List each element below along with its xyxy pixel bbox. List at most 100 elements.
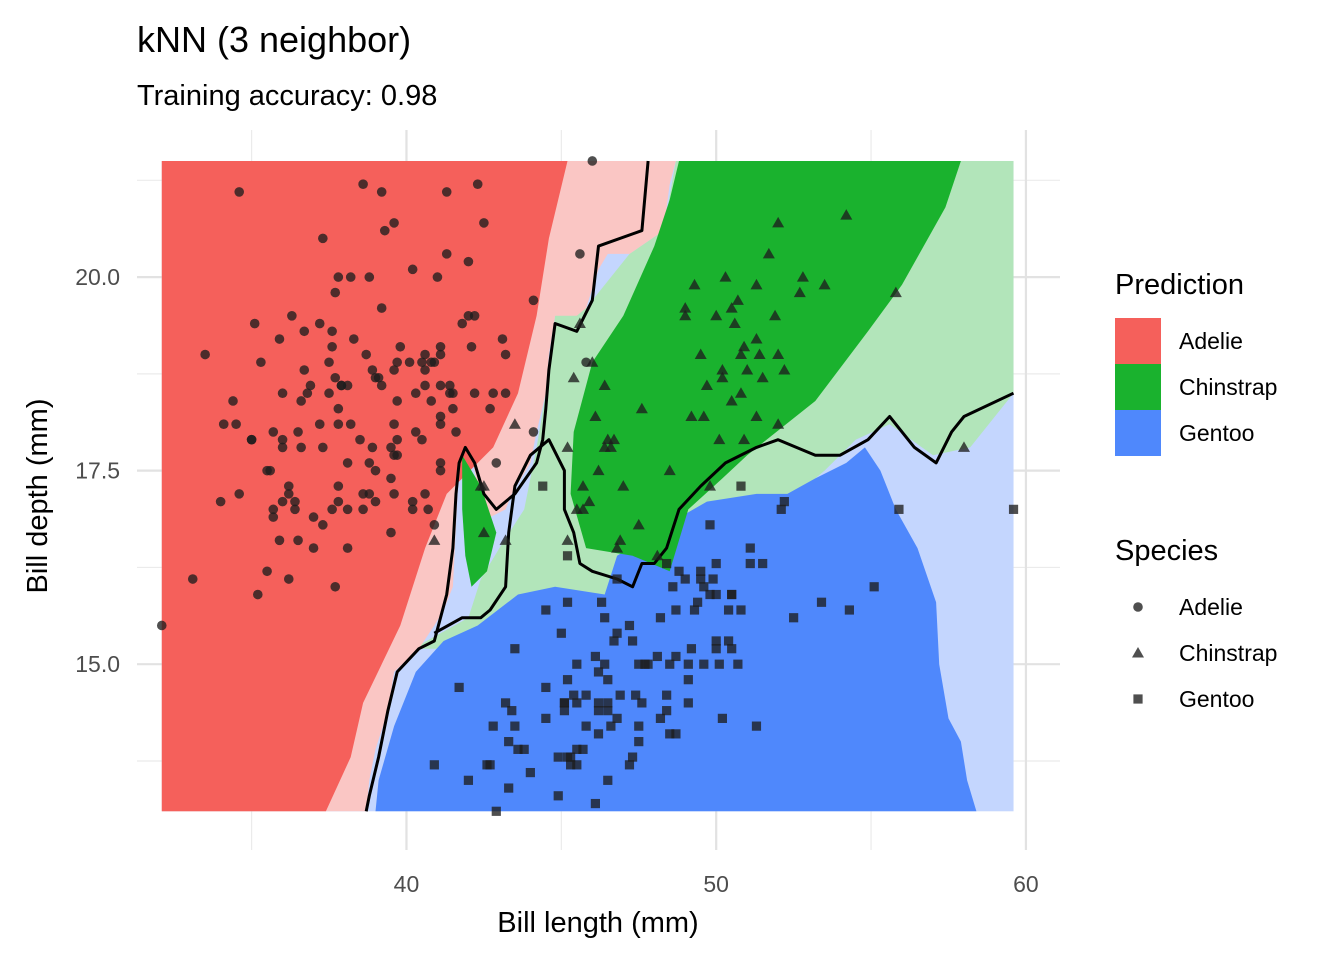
point-gentoo-70	[640, 659, 650, 669]
point-gentoo-7	[609, 636, 619, 646]
point-adelie-42	[528, 295, 539, 306]
point-chinstrap-45	[734, 387, 747, 398]
point-gentoo-30	[627, 636, 638, 646]
point-gentoo-114	[593, 729, 604, 739]
point-adelie-89	[268, 427, 279, 437]
point-gentoo-121	[562, 675, 573, 685]
point-gentoo-55	[556, 628, 566, 638]
point-chinstrap-26	[725, 394, 738, 406]
point-chinstrap-6	[589, 410, 602, 421]
point-chinstrap-62	[577, 503, 590, 514]
point-adelie-10	[333, 481, 344, 491]
point-chinstrap-51	[753, 348, 766, 360]
point-gentoo-112	[510, 644, 520, 654]
point-gentoo-113	[758, 558, 768, 569]
point-adelie-4	[379, 225, 390, 236]
point-adelie-12	[358, 179, 368, 189]
point-adelie-91	[215, 496, 226, 507]
point-gentoo-84	[553, 752, 563, 762]
point-adelie-92	[389, 419, 399, 429]
point-chinstrap-9	[750, 278, 763, 290]
point-adelie-14	[296, 442, 306, 453]
point-chinstrap-58	[716, 364, 729, 375]
point-gentoo-119	[612, 713, 622, 723]
point-gentoo-57	[572, 659, 582, 669]
point-adelie-18	[587, 156, 598, 166]
point-adelie-66	[435, 341, 446, 352]
point-adelie-25	[420, 380, 430, 391]
point-adelie-41	[277, 388, 288, 399]
point-adelie-138	[392, 434, 402, 445]
point-gentoo-88	[634, 737, 644, 747]
point-gentoo-26	[541, 713, 551, 723]
point-chinstrap-29	[796, 271, 809, 282]
species-legend-key-chinstrap	[1132, 647, 1144, 658]
point-adelie-112	[469, 311, 480, 321]
point-gentoo-71	[600, 613, 610, 623]
point-adelie-118	[435, 380, 446, 391]
point-adelie-110	[575, 249, 585, 259]
point-adelie-81	[299, 365, 310, 375]
point-adelie-57	[293, 535, 303, 546]
point-chinstrap-27	[694, 348, 707, 360]
decision-regions	[161, 160, 1015, 812]
point-gentoo-103	[683, 659, 693, 669]
point-gentoo-10	[429, 760, 439, 770]
point-adelie-108	[500, 349, 511, 360]
point-chinstrap-3	[567, 371, 580, 383]
point-chinstrap-61	[611, 542, 624, 553]
point-adelie-139	[407, 496, 418, 507]
point-gentoo-20	[717, 713, 727, 723]
point-adelie-29	[386, 527, 396, 538]
point-adelie-54	[445, 380, 455, 391]
point-adelie-120	[330, 287, 341, 298]
point-gentoo-62	[578, 744, 588, 754]
species-legend-label-gentoo: Gentoo	[1179, 686, 1254, 712]
point-chinstrap-30	[428, 534, 441, 545]
point-adelie-79	[234, 489, 245, 499]
point-chinstrap-32	[477, 526, 490, 538]
point-chinstrap-13	[772, 418, 785, 429]
point-adelie-65	[262, 566, 272, 577]
point-gentoo-74	[600, 659, 610, 669]
point-adelie-105	[358, 489, 368, 499]
x-tick-label-2: 60	[1013, 871, 1039, 897]
point-adelie-3	[299, 326, 310, 337]
point-adelie-26	[417, 434, 427, 445]
point-gentoo-79	[562, 551, 573, 561]
decision-boundary-right	[433, 391, 1015, 635]
point-adelie-60	[441, 187, 452, 197]
point-adelie-85	[287, 311, 297, 321]
point-adelie-117	[268, 504, 279, 515]
point-adelie-82	[249, 318, 260, 329]
point-gentoo-95	[736, 605, 746, 615]
point-chinstrap-44	[738, 433, 751, 445]
point-gentoo-78	[562, 752, 573, 762]
point-adelie-141	[156, 620, 167, 631]
point-adelie-19	[333, 403, 344, 414]
point-gentoo-93	[696, 574, 706, 584]
point-adelie-20	[330, 372, 341, 383]
point-gentoo-33	[1008, 504, 1019, 514]
point-gentoo-67	[696, 566, 706, 576]
species-legend-key-gentoo	[1133, 694, 1143, 704]
point-gentoo-99	[745, 543, 755, 553]
point-adelie-102	[333, 272, 344, 282]
point-gentoo-52	[559, 706, 570, 716]
point-adelie-101	[330, 581, 341, 592]
point-chinstrap-36	[635, 402, 648, 414]
point-chinstrap-22	[499, 534, 512, 545]
point-gentoo-104	[627, 752, 638, 762]
point-gentoo-111	[705, 589, 715, 600]
point-adelie-131	[302, 388, 313, 399]
x-axis-title: Bill length (mm)	[497, 907, 698, 939]
point-adelie-98	[500, 388, 511, 399]
point-adelie-111	[392, 450, 402, 460]
point-adelie-144	[370, 372, 381, 383]
point-gentoo-18	[593, 698, 604, 708]
point-gentoo-0	[590, 798, 601, 809]
point-adelie-22	[345, 419, 356, 429]
point-gentoo-65	[705, 520, 715, 530]
prediction-legend-label-chinstrap: Chinstrap	[1179, 374, 1277, 400]
